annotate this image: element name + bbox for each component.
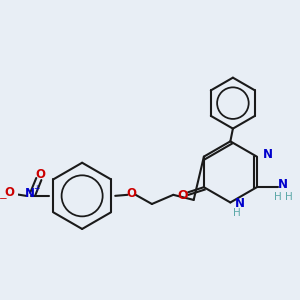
Text: −: −	[0, 194, 8, 204]
Text: H: H	[232, 208, 240, 218]
Text: N: N	[278, 178, 288, 190]
Text: N: N	[234, 197, 244, 210]
Text: H: H	[284, 192, 292, 203]
Text: N: N	[25, 187, 35, 200]
Text: O: O	[4, 186, 14, 199]
Text: +: +	[33, 184, 40, 193]
Text: O: O	[177, 189, 188, 202]
Text: H: H	[274, 192, 282, 203]
Text: N: N	[263, 148, 273, 161]
Text: O: O	[127, 187, 136, 200]
Text: O: O	[35, 169, 45, 182]
